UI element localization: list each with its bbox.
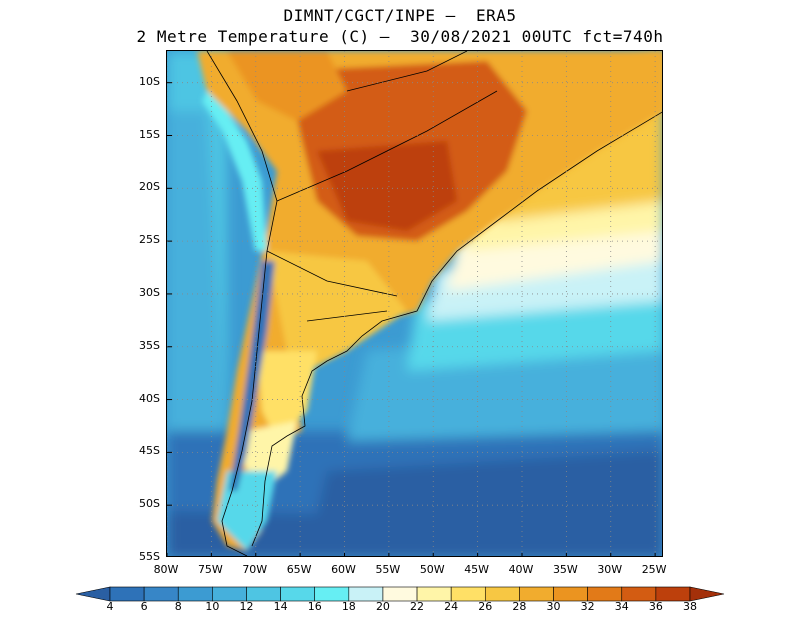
longitude-label: 30W [597,563,623,576]
latitude-label: 25S [139,233,160,247]
colorbar-label: 14 [273,600,288,613]
colorbar-segment [587,586,623,602]
latitude-label: 50S [139,497,160,511]
colorbar-segment [75,586,111,602]
colorbar-segment [143,586,179,602]
colorbar-segment [689,586,725,602]
longitude-label: 60W [331,563,356,576]
colorbar-segment [348,586,384,602]
latitude-label: 30S [139,285,160,299]
chart-title-line1: DIMNT/CGCT/INPE – ERA5 [283,6,517,25]
longitude-label: 70W [242,563,268,576]
colorbar-segment [553,586,588,602]
land-temperature-field [197,51,662,551]
colorbar-label: 28 [512,600,527,613]
colorbar-label: 20 [375,600,390,613]
latitude-label: 10S [139,74,160,88]
latitude-label: 55S [139,550,160,563]
colorbar [75,586,725,602]
graticule [167,51,662,556]
colorbar-segment [382,586,418,602]
longitude-label: 80W [153,563,179,576]
colorbar-segment [314,586,350,602]
latitude-label: 40S [139,391,160,405]
latitude-label: 45S [139,444,160,458]
longitude-label: 55W [375,563,401,576]
colorbar-segment [484,586,520,602]
colorbar-label: 32 [580,600,595,613]
longitude-label: 40W [508,563,534,576]
colorbar-segment [655,586,691,602]
colorbar-label: 34 [614,600,629,613]
colorbar-segment [450,586,486,602]
chart-title-line2: 2 Metre Temperature (C) – 30/08/2021 00U… [136,27,664,46]
temperature-map [166,50,663,557]
latitude-label: 20S [139,180,160,194]
longitude-label: 25W [641,563,667,576]
colorbar-label: 12 [239,600,254,613]
colorbar-label: 26 [478,600,493,613]
colorbar-label: 6 [140,600,148,613]
colorbar-label: 10 [205,600,220,613]
colorbar-label: 8 [174,600,182,613]
colorbar-segment [246,586,281,602]
colorbar-segment [416,586,452,602]
colorbar-label: 16 [307,600,322,613]
longitude-label: 75W [197,563,223,576]
latitude-label: 15S [139,127,160,141]
latitude-label: 35S [139,338,160,352]
colorbar-label: 30 [546,600,561,613]
longitude-label: 65W [286,563,312,576]
colorbar-label: 36 [648,600,663,613]
colorbar-segment [212,586,247,602]
colorbar-segment [109,586,145,602]
colorbar-label: 18 [341,600,356,613]
colorbar-segment [519,586,554,602]
colorbar-segment [280,586,316,602]
longitude-label: 50W [419,563,445,576]
colorbar-segment [621,586,657,602]
colorbar-label: 38 [683,600,697,613]
longitude-label: 45W [464,563,490,576]
colorbar-segment [177,586,213,602]
colorbar-label: 24 [444,600,459,613]
map-canvas [167,51,662,556]
coastlines [206,51,662,556]
colorbar-label: 4 [106,600,114,613]
longitude-label: 35W [552,563,578,576]
colorbar-label: 22 [410,600,425,613]
